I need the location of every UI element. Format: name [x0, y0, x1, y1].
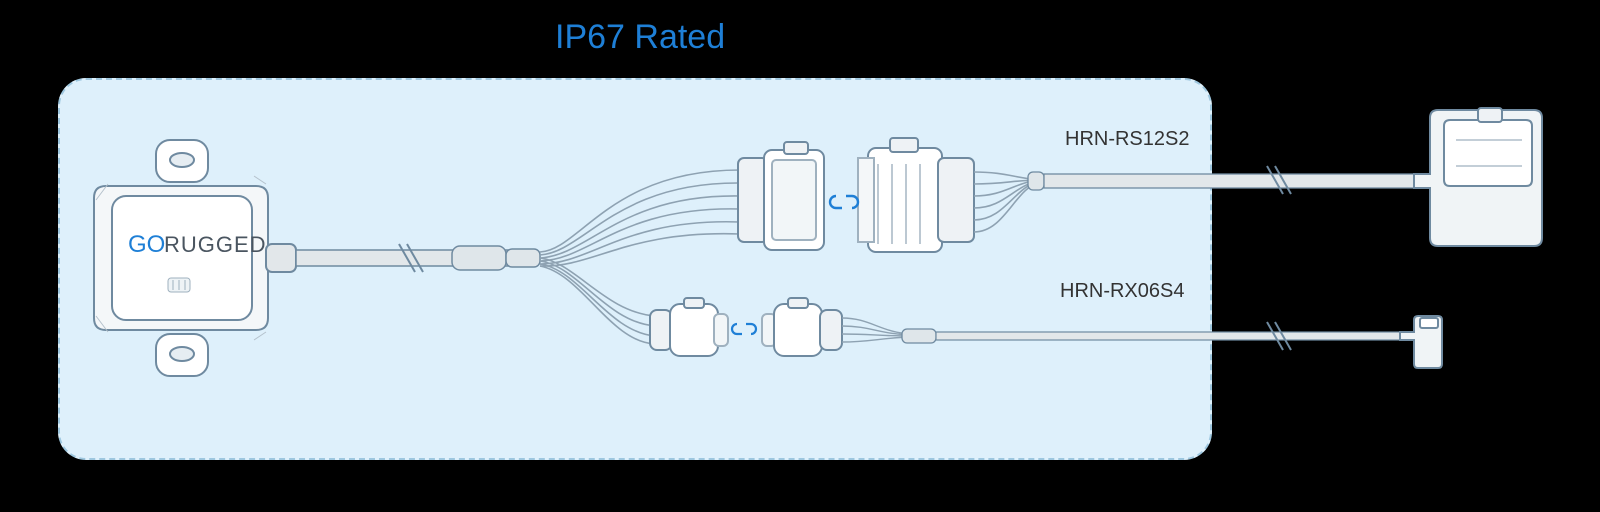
brand-rugged: RUGGED [164, 232, 267, 257]
link-icon-lower [732, 324, 756, 334]
upper-harness-cable [1028, 166, 1420, 194]
connector-lower-left [650, 298, 728, 356]
lower-harness-cable [902, 322, 1404, 350]
link-icon-upper [830, 196, 858, 208]
go-rugged-device: GO RUGGED [94, 140, 296, 376]
connector-lower-right [762, 298, 842, 356]
diagram-stage: IP67 Rated HRN-RS12S2 HRN-RX06S4 [0, 0, 1600, 512]
wiring-svg: GO RUGGED [0, 0, 1600, 512]
iox-connector [1400, 316, 1442, 368]
obd-connector [1414, 108, 1542, 246]
lower-right-wires [842, 318, 910, 342]
main-cable [296, 244, 540, 272]
connector-upper-left [738, 142, 824, 250]
brand-go: GO [128, 231, 165, 258]
connector-upper-right [858, 138, 974, 252]
